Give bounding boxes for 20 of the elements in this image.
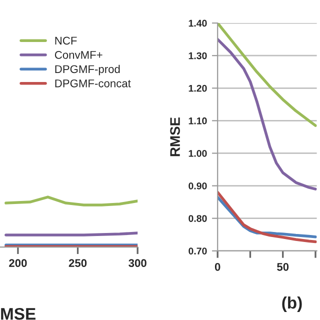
text: (b)	[282, 296, 302, 312]
legend-label: DPGMF-prod	[55, 64, 120, 76]
x-tick-label: 0	[214, 262, 220, 271]
y-tick-label: 1.40	[188, 20, 207, 27]
y-tick-label: 0.90	[188, 182, 207, 190]
y-tick-label: 0.80	[188, 215, 207, 222]
y-tick-label: 1.30	[188, 52, 207, 60]
x-tick-label: 250	[68, 259, 87, 268]
y-tick-label: 1.20	[188, 84, 207, 92]
legend-label: ConvMF+	[54, 50, 102, 59]
y-tick-label: 1.00	[188, 150, 207, 157]
legend-label: DPGMF-concat	[55, 79, 131, 88]
legend-label: NCF	[55, 36, 77, 45]
y-tick-label: 0.70	[188, 248, 207, 254]
x-tick-label: 200	[9, 259, 27, 268]
x-tick-label: 300	[128, 259, 146, 268]
text: MSE	[1, 308, 36, 320]
y-axis-title: RMSE	[170, 117, 180, 156]
x-tick-label: 50	[277, 262, 289, 271]
y-tick-label: 1.10	[188, 117, 207, 124]
